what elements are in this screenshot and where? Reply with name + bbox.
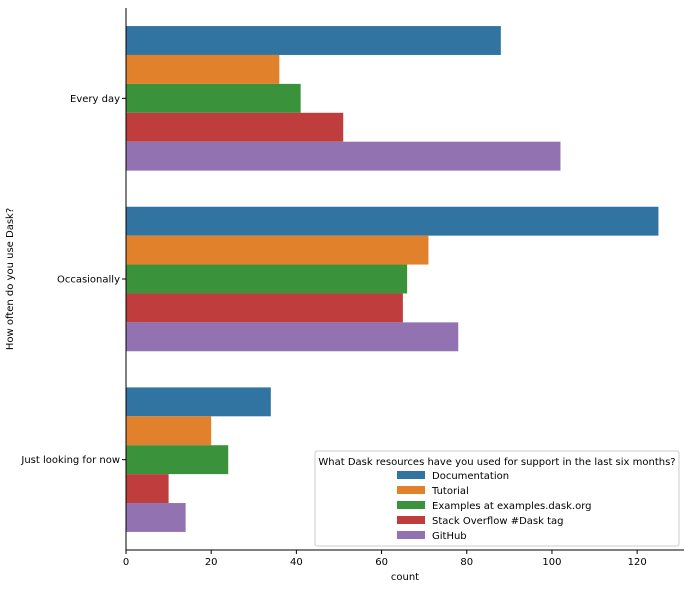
bar [126,474,169,504]
bar [126,322,459,352]
legend-label: Documentation [432,471,509,482]
bar [126,26,501,55]
bar [126,112,344,142]
x-tick-label: 100 [542,557,561,568]
y-ticks: Every day Occasionally Just looking for no… [20,94,126,466]
bar [126,235,429,265]
legend-label: Tutorial [431,486,469,497]
x-tick-label: 0 [123,557,129,568]
bar [126,141,561,171]
legend-swatch [397,486,425,494]
legend-label: Stack Overflow #Dask tag [432,516,563,527]
legend-label: Examples at examples.dask.org [432,501,592,512]
bar [126,503,186,532]
legend: What Dask resources have you used for su… [314,450,680,547]
x-tick-label: 60 [375,557,388,568]
y-tick-label: Every day [70,94,120,105]
bar [126,264,408,294]
x-ticks: 0 20 40 60 80 100 120 [123,550,647,568]
bar [126,445,229,475]
x-axis-label: count [391,572,419,583]
x-tick-label: 40 [290,557,303,568]
bar [126,293,403,323]
legend-items: Documentation Tutorial Examples at example… [397,471,592,542]
bar [126,83,301,113]
legend-label: GitHub [432,531,467,542]
legend-swatch [397,501,425,509]
y-tick-label: Just looking for now [20,455,120,466]
bars-group [126,26,659,532]
x-tick-label: 20 [205,557,218,568]
y-tick-label: Occasionally [57,275,120,286]
legend-title: What Dask resources have you used for su… [318,457,675,468]
x-axis: 0 20 40 60 80 100 120 count [123,549,684,583]
legend-swatch [397,531,425,539]
legend-swatch [397,516,425,524]
bar [126,206,659,236]
y-axis-label: How often do you use Dask? [5,208,16,350]
legend-swatch [397,471,425,479]
bar [126,387,271,417]
y-axis: Every day Occasionally Just looking for no… [5,8,127,550]
bar [126,54,280,84]
x-tick-label: 80 [460,557,473,568]
bar [126,416,212,446]
x-tick-label: 120 [628,557,647,568]
